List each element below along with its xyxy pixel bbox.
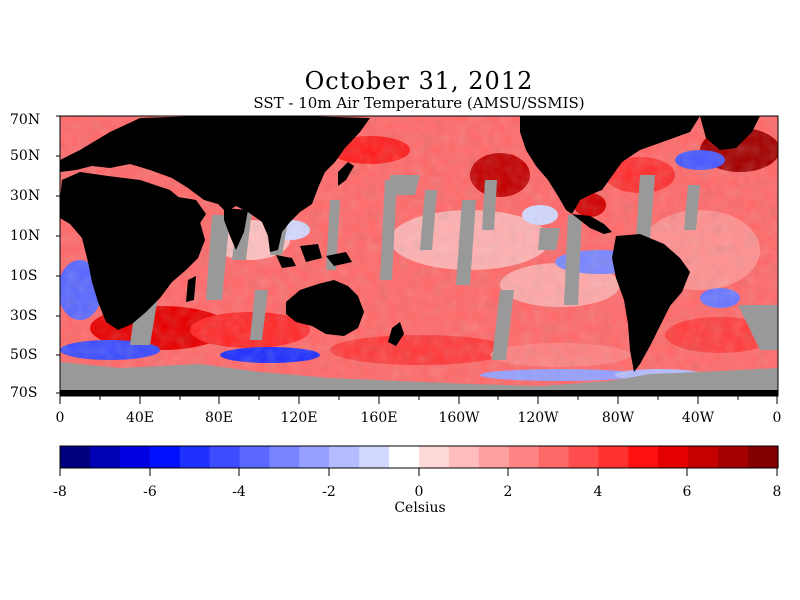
colorbar-swatch (329, 446, 360, 468)
lat-label-70s: 70S (10, 385, 38, 401)
lat-label-30n: 30N (10, 188, 41, 204)
colorbar-swatch (628, 446, 659, 468)
colorbar-swatch (209, 446, 241, 468)
land-eurasia (60, 116, 370, 252)
land-antarctica (60, 390, 778, 396)
map-ticks (56, 115, 778, 404)
colorbar-swatch (538, 446, 570, 468)
land-arabia (172, 196, 206, 226)
land-india (224, 208, 248, 250)
lon-label-40e: 40E (125, 410, 155, 426)
map-subtitle: SST - 10m Air Temperature (AMSU/SSMIS) (253, 94, 585, 112)
colorbar-swatch (389, 446, 420, 468)
map-title: October 31, 2012 (304, 67, 534, 95)
colorbar-swatch (508, 446, 540, 468)
land-masses (60, 116, 778, 396)
land-africa (60, 172, 205, 330)
lat-label-50s: 50S (10, 347, 38, 363)
lon-label-120w: 120W (517, 410, 559, 426)
colorbar-tick--8: -8 (53, 484, 67, 500)
land-greenland (700, 116, 760, 150)
land-indonesia (276, 244, 352, 268)
colorbar-swatch (658, 446, 689, 468)
colorbar-swatch (478, 446, 510, 468)
land-central-america (572, 214, 612, 234)
colorbar-tick-4: 4 (593, 484, 603, 500)
colorbar-tick-0: 0 (414, 484, 424, 500)
colorbar (60, 446, 779, 468)
colorbar-swatch (419, 446, 450, 468)
colorbar-swatch (568, 446, 600, 468)
land-japan (338, 162, 354, 186)
colorbar-unit-label: Celsius (394, 500, 446, 516)
colorbar-tick--6: -6 (143, 484, 157, 500)
antarctic-ice (60, 362, 778, 396)
colorbar-tick-6: 6 (682, 484, 692, 500)
colorbar-ticks (59, 468, 778, 476)
land-south-america (612, 234, 690, 372)
lon-label-40w: 40W (681, 410, 715, 426)
colorbar-swatch (718, 446, 749, 468)
land-madagascar (186, 276, 196, 302)
lon-label-160e: 160E (360, 410, 398, 426)
colorbar-tick-8: 8 (772, 484, 782, 500)
colorbar-swatch (149, 446, 181, 468)
lon-label-80w: 80W (601, 410, 635, 426)
lat-label-10n: 10N (10, 228, 41, 244)
lon-label-80e: 80E (204, 410, 234, 426)
colorbar-swatch (299, 446, 330, 468)
colorbar-swatch (239, 446, 271, 468)
colorbar-swatch (269, 446, 300, 468)
colorbar-swatch (89, 446, 121, 468)
lat-label-70n: 70N (10, 112, 41, 128)
colorbar-swatch (748, 446, 779, 468)
colorbar-tick--2: -2 (322, 484, 336, 500)
colorbar-tick-2: 2 (503, 484, 513, 500)
colorbar-swatch (448, 446, 480, 468)
lon-label-120e: 120E (280, 410, 318, 426)
colorbar-swatch (359, 446, 390, 468)
lat-label-10s: 10S (10, 268, 38, 284)
lat-label-50n: 50N (10, 148, 41, 164)
land-north-america (520, 116, 700, 214)
colorbar-swatch (179, 446, 211, 468)
lat-label-30s: 30S (10, 308, 38, 324)
colorbar-swatch (598, 446, 630, 468)
colorbar-swatch (60, 446, 91, 468)
land-australia (286, 280, 364, 336)
colorbar-tick--4: -4 (232, 484, 246, 500)
colorbar-swatch (688, 446, 719, 468)
colorbar-swatch (119, 446, 151, 468)
lon-label-160w: 160W (438, 410, 480, 426)
lon-label-0: 0 (55, 410, 65, 426)
land-new-zealand (388, 322, 404, 346)
lon-label-0-east: 0 (772, 410, 782, 426)
